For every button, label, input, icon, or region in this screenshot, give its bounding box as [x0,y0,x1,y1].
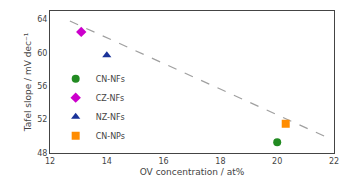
svg-text:OV concentration / at%: OV concentration / at% [140,167,245,177]
svg-text:64: 64 [37,15,47,24]
svg-text:22: 22 [329,157,339,166]
svg-text:20: 20 [272,157,282,166]
svg-text:52: 52 [37,115,47,124]
svg-text:Tafel slope / mV dec⁻¹: Tafel slope / mV dec⁻¹ [23,32,33,132]
svg-text:CN-NFs: CN-NFs [96,75,125,84]
svg-text:18: 18 [215,157,225,166]
svg-text:60: 60 [37,49,47,58]
svg-text:56: 56 [37,82,47,91]
svg-text:CN-NPs: CN-NPs [96,132,125,141]
svg-text:14: 14 [102,157,112,166]
svg-text:16: 16 [159,157,169,166]
svg-text:CZ-NFs: CZ-NFs [96,94,125,103]
svg-text:12: 12 [45,157,55,166]
svg-text:48: 48 [37,149,47,158]
svg-text:NZ-NFs: NZ-NFs [96,113,125,122]
